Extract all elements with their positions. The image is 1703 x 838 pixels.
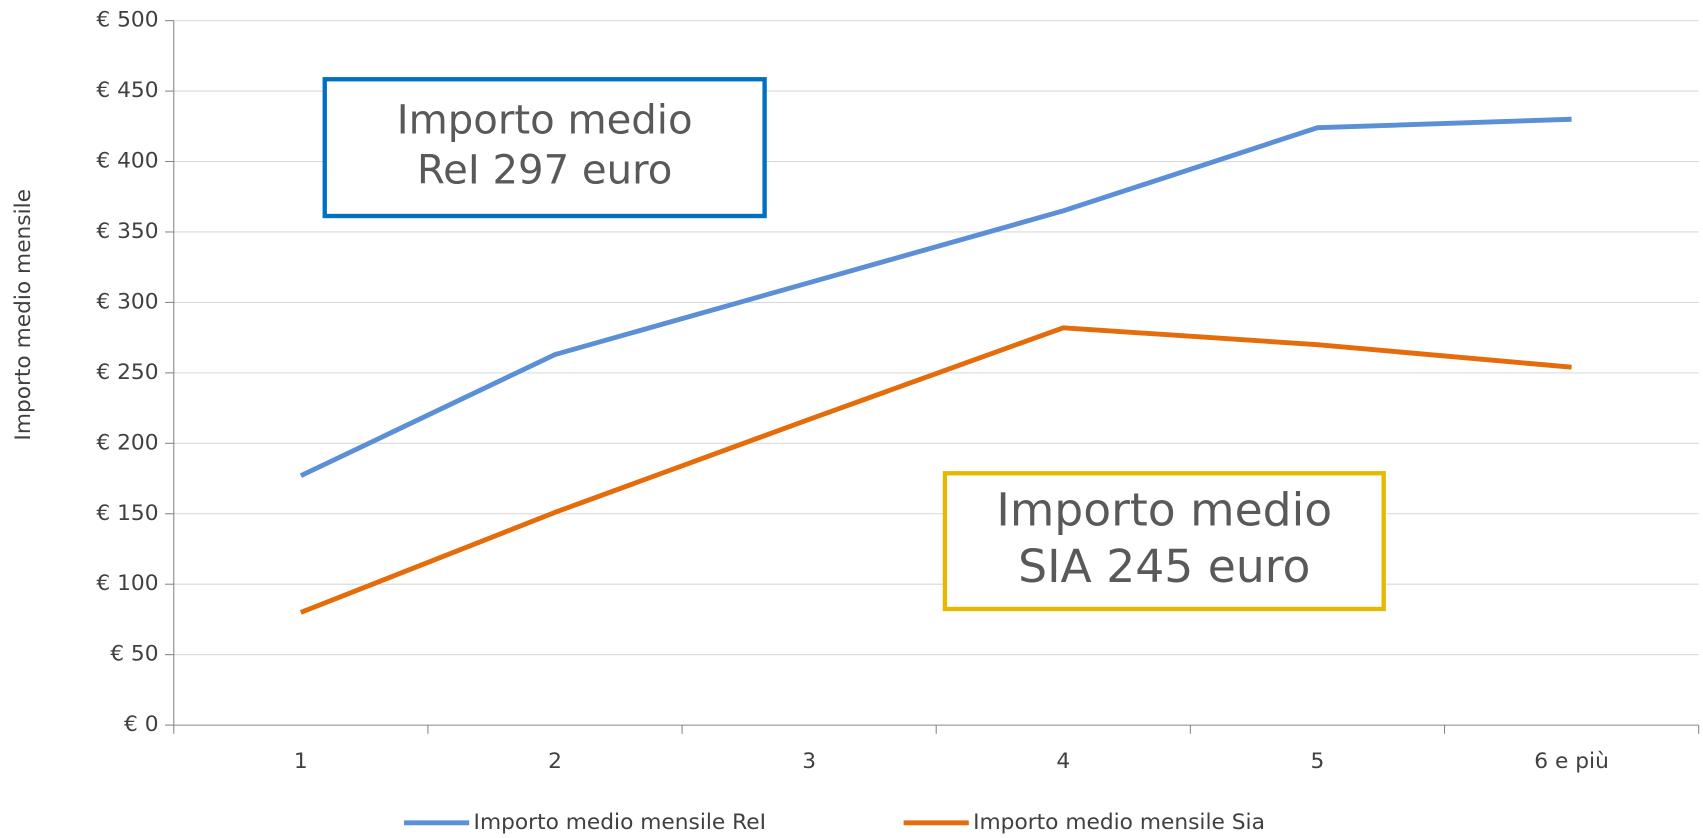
x-tick-label: 1 [294,749,308,774]
y-tick-label: € 100 [96,571,158,596]
x-tick-label: 2 [548,749,562,774]
y-tick-label: € 250 [96,360,158,385]
y-tick-label: € 450 [96,78,158,103]
annotation-text: Importo medio [996,483,1332,536]
annotation-text: Importo medio [397,98,693,144]
y-tick-label: € 400 [96,149,158,174]
y-tick-label: € 0 [124,712,159,737]
y-tick-label: € 50 [110,642,158,667]
x-tick-label: 5 [1311,749,1325,774]
line-series [299,116,1572,478]
annotation-box [942,471,1386,612]
y-tick-label: € 300 [96,289,158,314]
legend-label: Importo medio mensile ReI [474,810,767,835]
y-tick-label: € 150 [96,501,158,526]
line-series [299,325,1572,615]
y-tick-label: € 350 [96,219,158,244]
annotation-text: SIA 245 euro [1018,540,1310,593]
y-axis-label: Importo medio mensile [11,189,36,441]
annotation-text: ReI 297 euro [417,148,672,194]
x-tick-label: 3 [802,749,816,774]
y-tick-label: € 500 [96,8,158,33]
legend-label: Importo medio mensile Sia [973,810,1265,835]
y-tick-label: € 200 [96,430,158,455]
annotation-box [322,77,767,219]
x-tick-label: 6 e più [1534,749,1609,774]
x-tick-label: 4 [1056,749,1070,774]
